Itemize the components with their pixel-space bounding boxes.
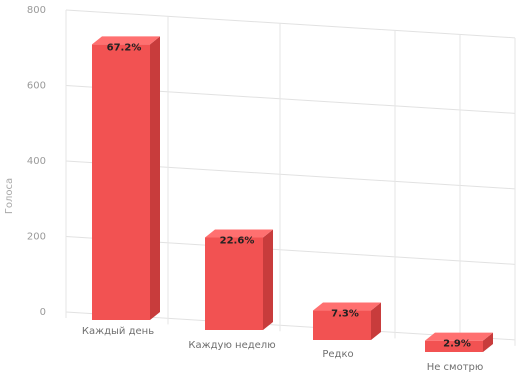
y-tick-label: 0 xyxy=(40,307,46,318)
y-axis-ticks: 0 200 400 600 800 xyxy=(27,5,46,318)
y-tick-label: 400 xyxy=(27,156,46,167)
y-tick-label: 600 xyxy=(27,81,46,92)
x-axis-categories: Каждый день Каждую неделю Редко Не смотрю xyxy=(82,326,483,373)
bar-3 xyxy=(313,302,381,340)
data-label: 7.3% xyxy=(331,309,359,320)
y-tick-label: 800 xyxy=(27,5,46,16)
bar-front xyxy=(425,340,483,352)
x-category-label: Не смотрю xyxy=(427,362,484,373)
x-category-label: Каждый день xyxy=(82,326,154,337)
bar-1 xyxy=(92,36,160,321)
y-axis-label: Голоса xyxy=(4,178,15,214)
y-tick-label: 200 xyxy=(27,232,46,243)
bar-side xyxy=(483,332,493,352)
bars: 67.2% 22.6% 7.3% 2.9% xyxy=(92,36,493,352)
bar-top xyxy=(92,36,160,45)
bar-front xyxy=(205,237,263,330)
bar-top xyxy=(425,332,493,341)
x-category-label: Редко xyxy=(322,349,353,360)
bar-side xyxy=(371,302,381,340)
grid-line-h xyxy=(65,9,516,39)
bar-front xyxy=(92,44,150,321)
data-label: 2.9% xyxy=(443,339,471,350)
bar-4 xyxy=(425,332,493,352)
data-label: 67.2% xyxy=(107,42,142,53)
bar-top xyxy=(205,229,273,238)
bar-front xyxy=(313,310,371,340)
x-category-label: Каждую неделю xyxy=(188,340,275,351)
bar-2 xyxy=(205,229,273,330)
data-label: 22.6% xyxy=(220,236,255,247)
bar-top xyxy=(313,302,381,311)
bar-side xyxy=(150,36,160,321)
bar-side xyxy=(263,229,273,330)
